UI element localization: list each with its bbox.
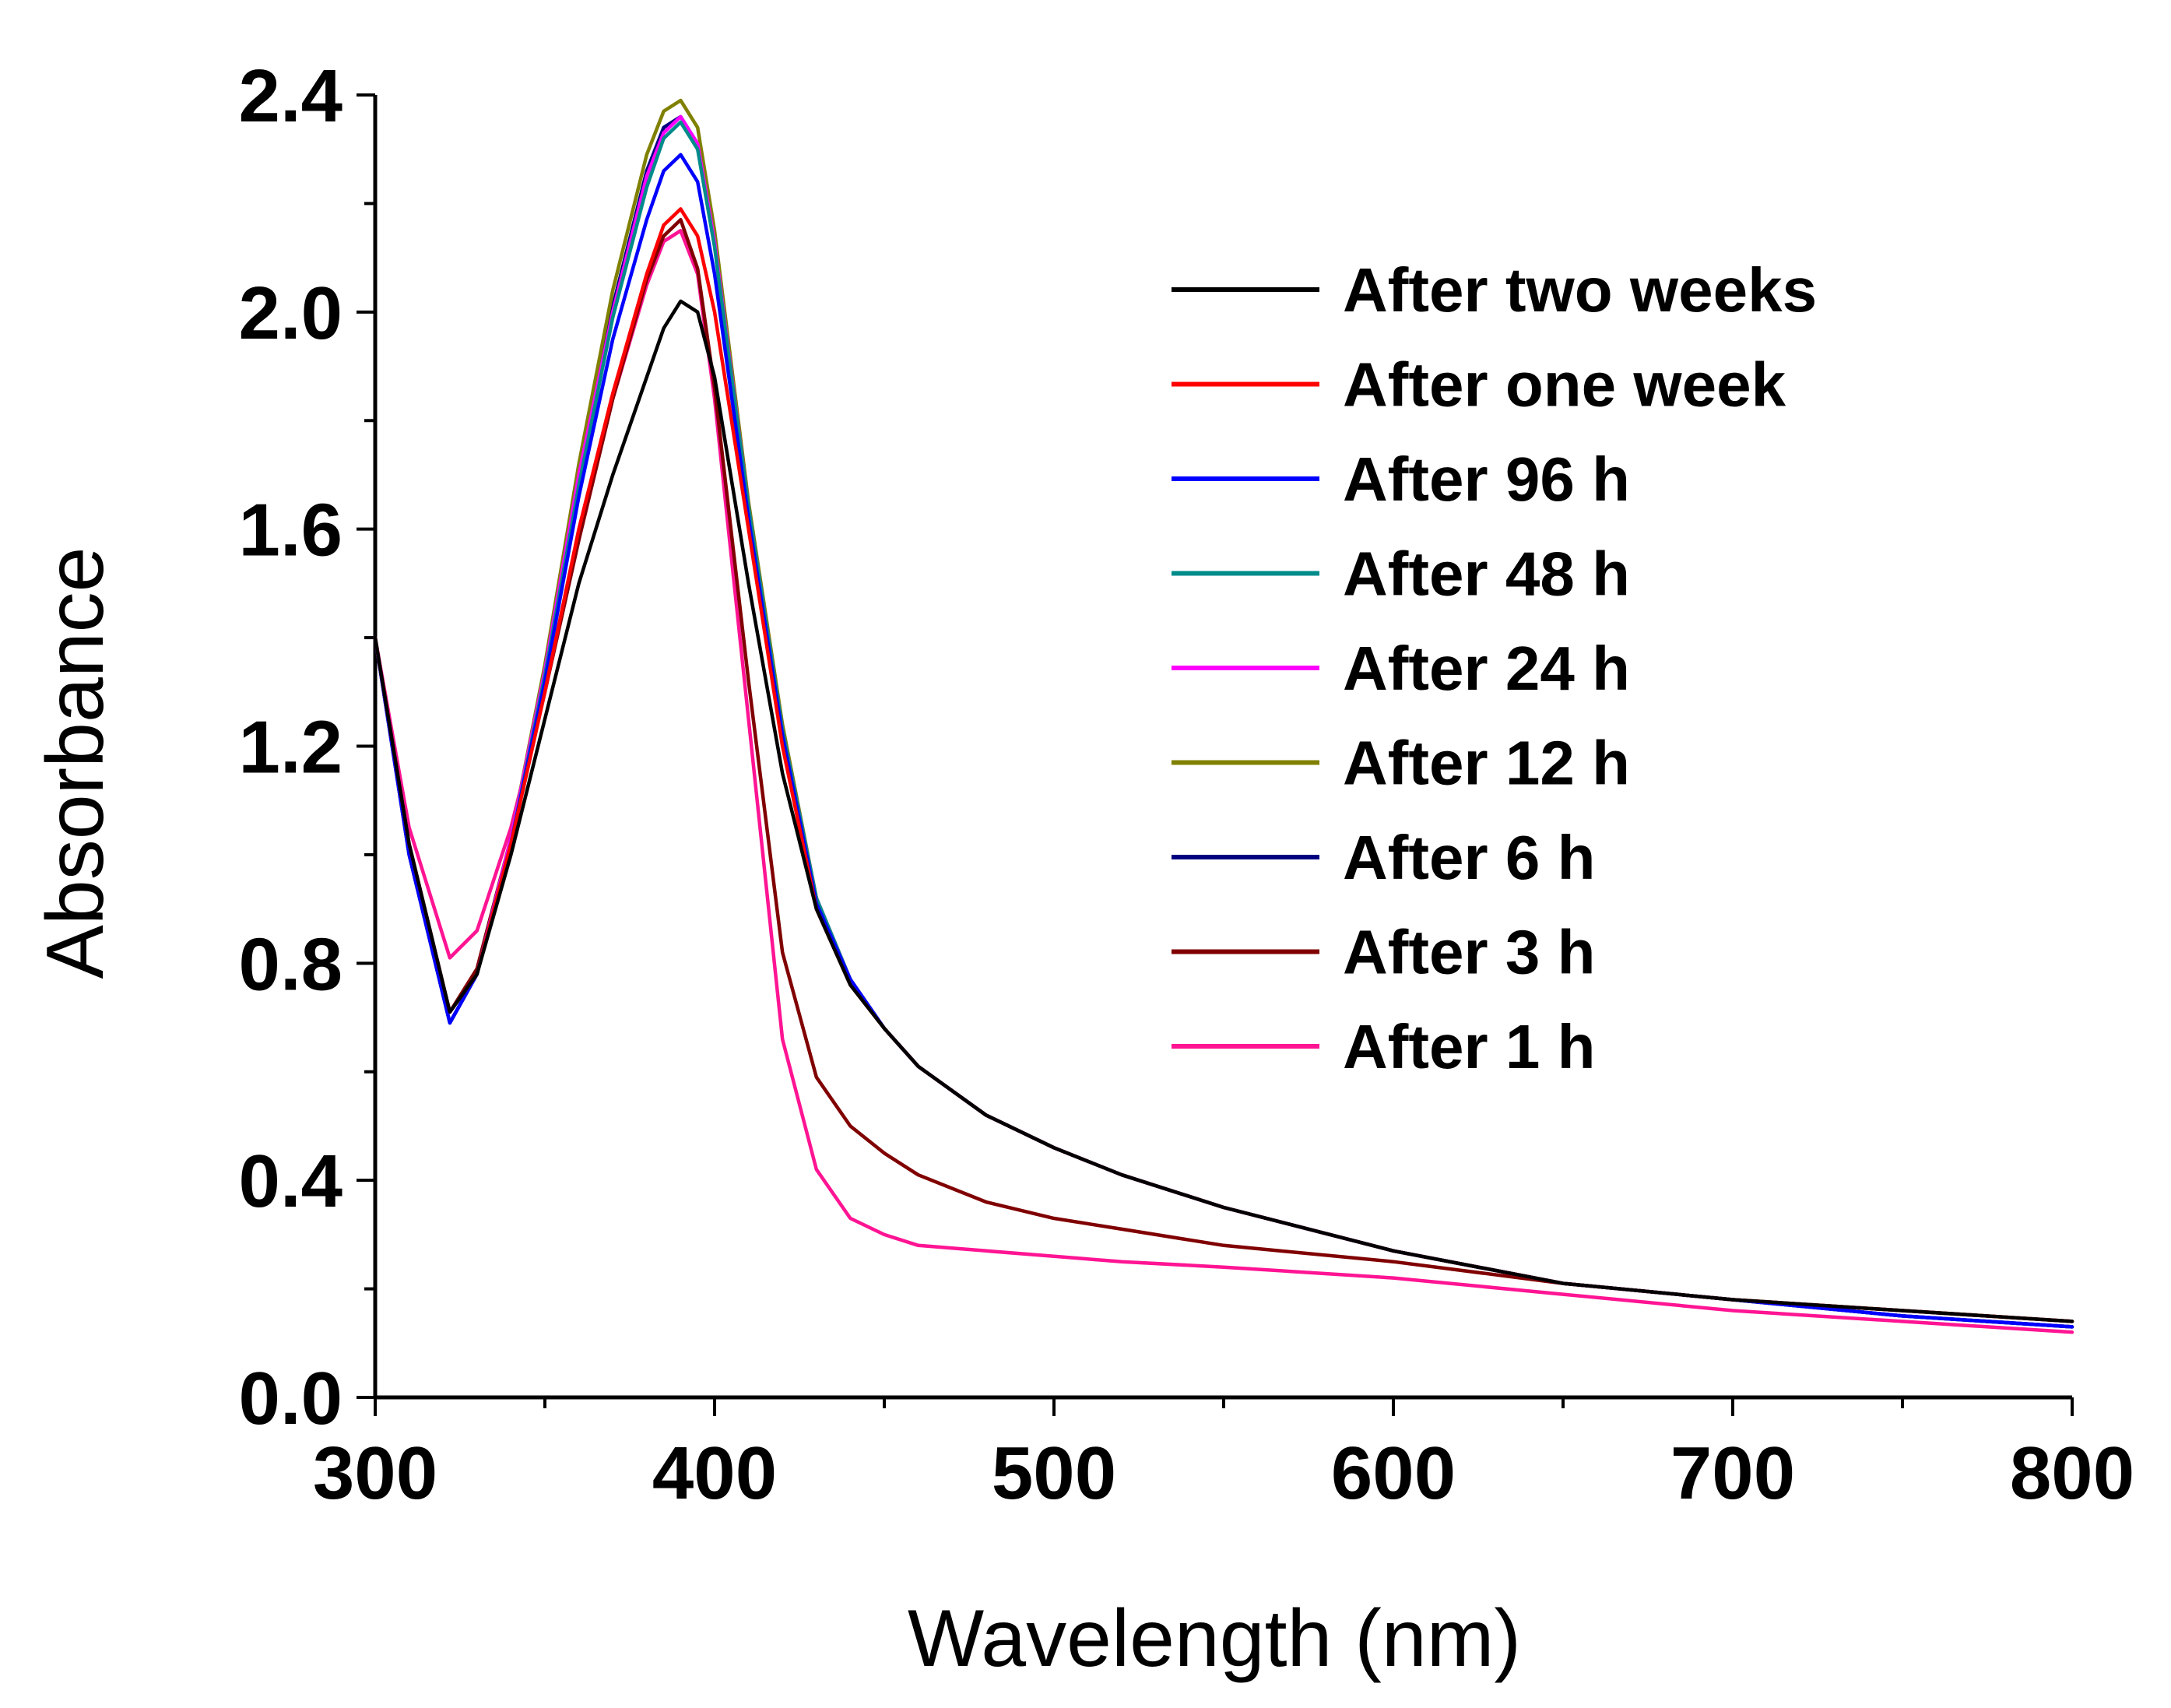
y-tick-label: 0.0 xyxy=(239,1357,343,1440)
legend-label: After 48 h xyxy=(1343,539,1630,609)
x-tick-label: 600 xyxy=(1331,1432,1456,1515)
y-tick-label: 1.2 xyxy=(239,706,343,789)
x-tick-label: 800 xyxy=(2010,1432,2134,1515)
legend-label: After 1 h xyxy=(1343,1012,1596,1081)
y-axis-title: Absorbance xyxy=(30,546,121,979)
x-tick-label: 500 xyxy=(992,1432,1116,1515)
x-tick-label: 300 xyxy=(313,1432,437,1515)
legend-label: After one week xyxy=(1343,350,1786,420)
legend-label: After 24 h xyxy=(1343,634,1630,703)
axes: 300 400 500 600 700 800 0.0 0.4 0.8 1.2 1.6 2.0 2.4 xyxy=(239,54,2135,1515)
y-tick-label: 1.6 xyxy=(239,489,343,572)
legend-label: After 96 h xyxy=(1343,445,1630,514)
legend-label: After 6 h xyxy=(1343,823,1596,892)
y-tick-label: 2.4 xyxy=(239,54,343,138)
y-tick-label: 0.8 xyxy=(239,923,343,1006)
y-tick-label: 2.0 xyxy=(239,272,343,355)
series-line-after-two-weeks xyxy=(373,299,2074,1323)
x-axis-title: Wavelength (nm) xyxy=(908,1594,1521,1684)
legend-label: After 3 h xyxy=(1343,918,1596,987)
legend: After two weeks After one week After 96 h A… xyxy=(1172,255,1817,1081)
legend-label: After 12 h xyxy=(1343,729,1630,798)
series-layer xyxy=(373,98,2074,1334)
x-tick-label: 400 xyxy=(652,1432,777,1515)
y-tick-label: 0.4 xyxy=(239,1140,343,1223)
legend-label: After two weeks xyxy=(1343,255,1817,325)
x-tick-label: 700 xyxy=(1670,1432,1795,1515)
